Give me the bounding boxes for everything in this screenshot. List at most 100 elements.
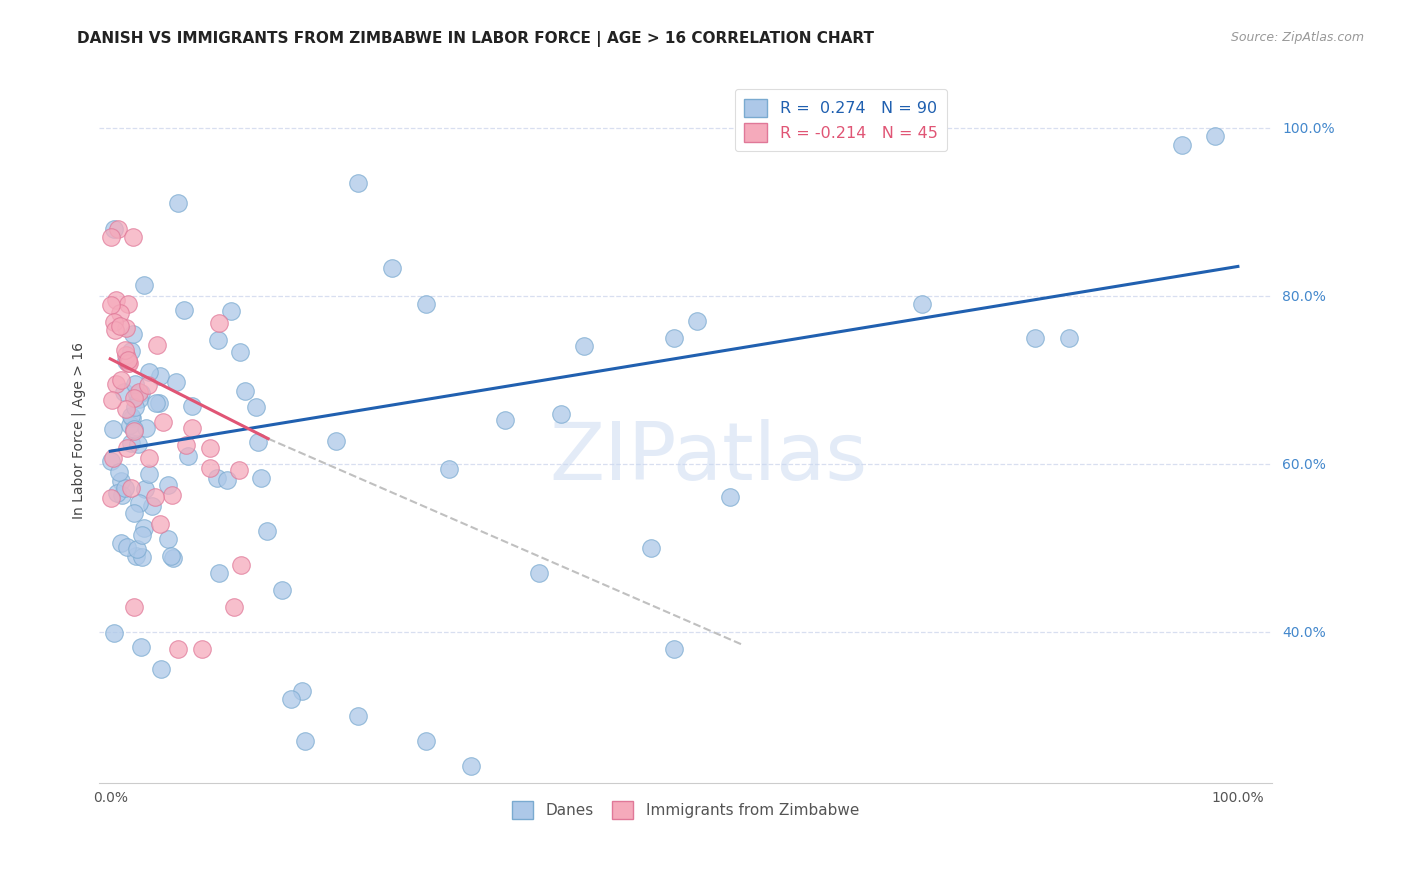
Point [110, 535, 132, 549]
Point [572, 339, 595, 353]
Point [291, 683, 314, 698]
Point [152, 415, 174, 429]
Point [294, 734, 316, 748]
Text: ZIPatlas: ZIPatlas [550, 419, 868, 498]
Point [148, 396, 170, 410]
Point [124, 376, 146, 391]
Point [207, 333, 229, 347]
Point [415, 297, 437, 311]
Point [134, 482, 156, 496]
Point [191, 641, 214, 656]
Point [381, 261, 404, 276]
Point [280, 692, 302, 706]
Point [100, 454, 122, 468]
Point [228, 463, 250, 477]
Point [167, 196, 190, 211]
Point [100, 491, 122, 505]
Point [101, 392, 124, 407]
Point [145, 396, 167, 410]
Point [198, 442, 221, 456]
Point [114, 401, 136, 416]
Point [1170, 137, 1192, 152]
Point [494, 413, 516, 427]
Text: Source: ZipAtlas.com: Source: ZipAtlas.com [1230, 31, 1364, 45]
Point [111, 488, 134, 502]
Point [132, 521, 155, 535]
Point [1057, 331, 1080, 345]
Point [101, 450, 124, 465]
Point [720, 491, 742, 505]
Point [108, 306, 131, 320]
Point [640, 541, 662, 555]
Point [224, 599, 246, 614]
Point [103, 625, 125, 640]
Point [117, 356, 139, 370]
Point [1024, 331, 1046, 345]
Point [256, 524, 278, 538]
Point [162, 550, 184, 565]
Point [105, 486, 128, 500]
Point [103, 315, 125, 329]
Point [104, 293, 127, 307]
Point [117, 297, 139, 311]
Point [124, 391, 146, 405]
Point [120, 343, 142, 358]
Point [207, 566, 229, 580]
Point [685, 314, 707, 328]
Point [107, 221, 129, 235]
Point [235, 384, 257, 398]
Point [121, 411, 143, 425]
Point [160, 549, 183, 563]
Point [122, 230, 145, 244]
Point [138, 450, 160, 465]
Point [1204, 129, 1226, 144]
Point [415, 734, 437, 748]
Point [112, 385, 135, 400]
Point [249, 471, 271, 485]
Point [165, 375, 187, 389]
Point [149, 517, 172, 532]
Point [247, 435, 270, 450]
Point [177, 449, 200, 463]
Point [460, 759, 482, 773]
Point [141, 500, 163, 514]
Point [217, 473, 239, 487]
Point [120, 409, 142, 423]
Point [108, 319, 131, 334]
Point [219, 304, 242, 318]
Point [174, 438, 197, 452]
Point [347, 709, 370, 723]
Point [138, 377, 160, 392]
Point [527, 566, 550, 580]
Point [110, 474, 132, 488]
Point [145, 338, 167, 352]
Point [550, 407, 572, 421]
Point [129, 640, 152, 655]
Point [325, 434, 347, 449]
Point [114, 481, 136, 495]
Point [122, 599, 145, 614]
Point [127, 387, 149, 401]
Point [124, 400, 146, 414]
Point [131, 386, 153, 401]
Point [135, 421, 157, 435]
Point [118, 417, 141, 432]
Point [127, 436, 149, 450]
Point [105, 376, 128, 391]
Point [157, 532, 180, 546]
Point [229, 558, 252, 572]
Point [150, 662, 173, 676]
Point [117, 353, 139, 368]
Point [108, 465, 131, 479]
Point [271, 582, 294, 597]
Point [128, 392, 150, 406]
Point [100, 230, 122, 244]
Y-axis label: In Labor Force | Age > 16: In Labor Force | Age > 16 [72, 342, 86, 519]
Point [114, 354, 136, 368]
Point [160, 488, 183, 502]
Point [114, 348, 136, 362]
Point [228, 345, 250, 359]
Point [124, 422, 146, 436]
Point [138, 467, 160, 482]
Point [347, 176, 370, 190]
